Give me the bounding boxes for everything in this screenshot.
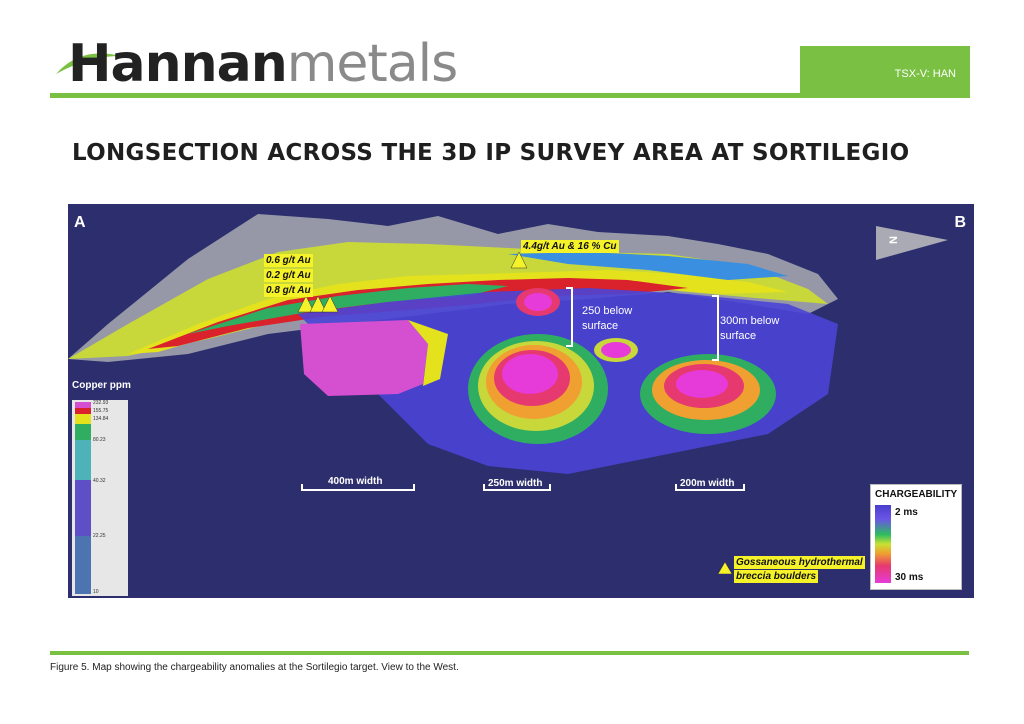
copper-tick: 10 [93,589,99,595]
copper-swatch [75,402,91,408]
sample-label: 0.8 g/t Au [264,284,313,297]
longsection-image [68,214,948,491]
sample-label: 0.2 g/t Au [264,269,313,282]
copper-legend: Copper ppm 232.93 155.75 134.84 80.23 40… [72,380,132,596]
copper-scale: 232.93 155.75 134.84 80.23 40.32 22.25 1… [72,400,128,596]
copper-swatch [75,440,91,480]
header-divider [50,93,800,98]
boulder-legend-line1: Gossaneous hydrothermal [734,556,865,569]
longsection-figure: A B N 0.6 g/t Au 0.2 g/t Au 0.8 g/t Au 4… [68,204,974,598]
width-label: 400m width [328,476,383,487]
boulder-triangle-icon [718,562,732,574]
copper-swatch [75,536,91,594]
hannan-metals-logo: Hannanmetals [54,34,458,94]
width-label: 200m width [680,478,735,489]
logo-text-metals: metals [286,34,458,94]
copper-tick: 155.75 [93,408,109,414]
figure-caption: Figure 5. Map showing the chargeability … [50,662,459,673]
copper-tick: 80.23 [93,437,106,443]
chargeability-legend: CHARGEABILITY 2 ms 30 ms [870,484,962,590]
logo-swoosh-icon [56,53,122,74]
chargeability-low: 2 ms [895,507,918,518]
ticker-box: TSX-V: HAN [800,46,970,98]
chargeability-gradient [875,505,891,583]
copper-tick: 40.32 [93,478,106,484]
footer-divider [50,651,969,655]
sample-label: 4.4g/t Au & 16 % Cu [521,240,619,253]
north-arrow-icon: N [887,236,900,244]
copper-tick: 22.25 [93,533,106,539]
boulder-legend-line2: breccia boulders [734,570,819,583]
chargeability-legend-title: CHARGEABILITY [875,489,958,500]
copper-swatch [75,414,91,424]
depth-label-300: 300m below surface [720,315,780,342]
chargeability-high: 30 ms [895,572,924,583]
slide-title: LONGSECTION ACROSS THE 3D IP SURVEY AREA… [72,140,910,166]
copper-swatch [75,480,91,536]
copper-swatch [75,424,91,440]
ticker-symbol: TSX-V: HAN [894,68,956,80]
width-label: 250m width [488,478,543,489]
section-label-b: B [954,214,966,231]
copper-swatch [75,408,91,414]
copper-tick: 134.84 [93,416,109,422]
copper-legend-title: Copper ppm [72,380,131,391]
depth-label-250: 250 below surface [582,305,633,332]
sample-label: 0.6 g/t Au [264,254,313,267]
section-label-a: A [74,214,86,231]
copper-tick: 232.93 [93,400,109,406]
logo-text-hannan: Hannan [68,34,288,94]
